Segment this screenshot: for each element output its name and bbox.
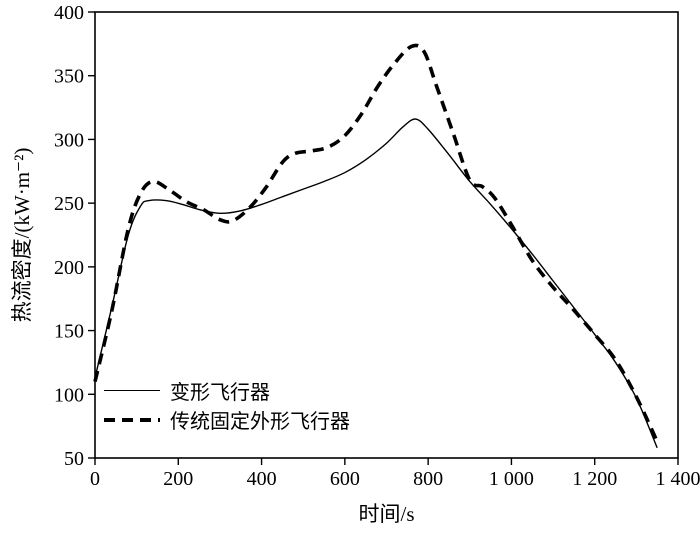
x-tick-label: 0 bbox=[90, 468, 100, 490]
legend-line-dashed-icon bbox=[104, 417, 160, 422]
y-axis-title: 热流密度/(kW·m⁻²) bbox=[10, 147, 34, 323]
legend: 变形飞行器 传统固定外形飞行器 bbox=[104, 376, 350, 434]
legend-item-fixed: 传统固定外形飞行器 bbox=[104, 405, 350, 434]
x-axis-title: 时间/s bbox=[358, 502, 415, 526]
x-tick-label: 1 200 bbox=[572, 468, 617, 490]
series-line-0 bbox=[94, 118, 658, 449]
y-tick-label: 200 bbox=[54, 257, 84, 279]
y-tick-label: 300 bbox=[54, 129, 84, 151]
y-tick-label: 400 bbox=[54, 2, 84, 24]
x-tick-label: 1 000 bbox=[489, 468, 534, 490]
y-tick-label: 50 bbox=[64, 448, 84, 470]
legend-line-solid-icon bbox=[104, 390, 160, 391]
plot-frame bbox=[94, 11, 679, 459]
series-line-1 bbox=[93, 43, 659, 443]
y-tick-label: 250 bbox=[54, 193, 84, 215]
x-tick-label: 600 bbox=[330, 468, 360, 490]
y-tick-label: 150 bbox=[54, 321, 84, 343]
y-tick-label: 350 bbox=[54, 66, 84, 88]
legend-label-morphing: 变形飞行器 bbox=[170, 382, 270, 404]
legend-item-morphing: 变形飞行器 bbox=[104, 376, 350, 405]
x-tick-label: 800 bbox=[413, 468, 443, 490]
y-tick-label: 100 bbox=[54, 384, 84, 406]
legend-label-fixed: 传统固定外形飞行器 bbox=[170, 411, 350, 433]
x-tick-label: 1 400 bbox=[656, 468, 700, 490]
x-tick-label: 400 bbox=[247, 468, 277, 490]
x-tick-label: 200 bbox=[163, 468, 193, 490]
